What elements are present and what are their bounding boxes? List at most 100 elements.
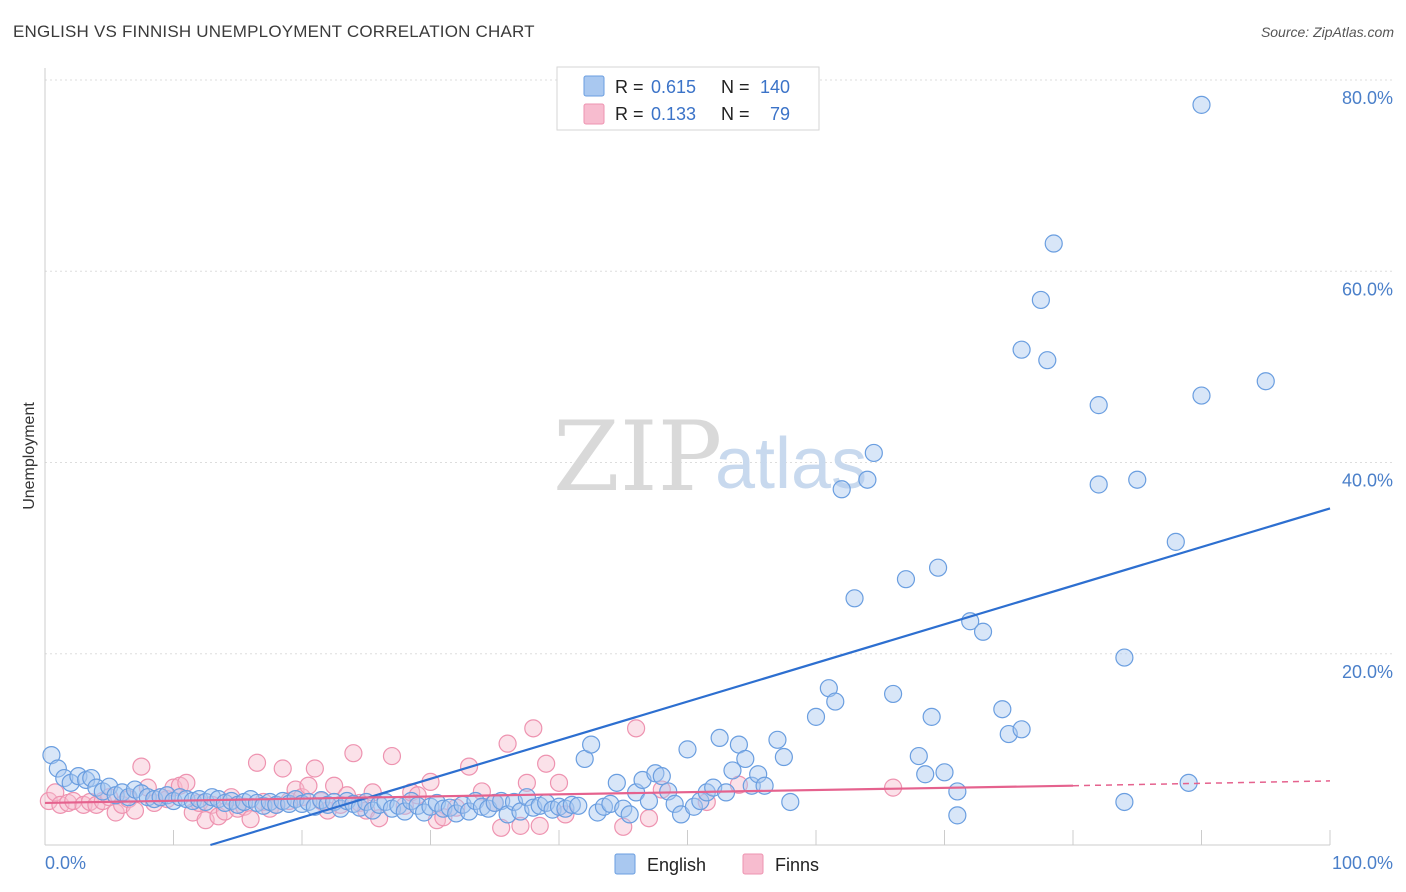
legend-n-value: 140: [760, 77, 790, 97]
english-point: [948, 806, 967, 825]
english-point: [1012, 340, 1031, 359]
finns-trend-line-dashed: [1072, 780, 1331, 787]
english-point: [1115, 648, 1134, 667]
finns-point: [382, 746, 402, 766]
english-legend-swatch: [614, 853, 636, 875]
english-point: [749, 765, 768, 784]
english-point: [1038, 351, 1057, 370]
watermark-zip: ZIP: [553, 401, 722, 513]
english-point: [723, 761, 742, 780]
finns-point: [273, 759, 292, 778]
y-tick-label: 80.0%: [1342, 88, 1393, 108]
finns-point: [132, 757, 151, 776]
y-axis-label: Unemployment: [21, 402, 38, 510]
english-point: [1115, 792, 1134, 812]
english-point: [639, 791, 659, 811]
x-tick-label: 0.0%: [45, 853, 86, 873]
watermark-atlas: atlas: [715, 424, 867, 504]
legend-n-label: N =: [721, 77, 750, 97]
english-point: [928, 558, 948, 577]
english-point: [569, 796, 588, 815]
english-point: [806, 707, 826, 726]
y-tick-labels: 20.0% 40.0% 60.0% 80.0%: [1342, 88, 1393, 682]
english-point: [858, 470, 877, 489]
finns-point: [247, 753, 267, 772]
english-point: [1089, 475, 1108, 494]
y-tick-label: 60.0%: [1342, 279, 1393, 299]
legend-series: English Finns: [614, 853, 819, 875]
legend-n-value: 79: [770, 104, 790, 124]
english-point: [1192, 95, 1211, 114]
english-point: [864, 443, 883, 463]
english-point: [607, 773, 626, 792]
english-swatch: [583, 75, 605, 97]
english-point: [1044, 234, 1063, 253]
english-point: [768, 730, 787, 749]
english-point: [1128, 470, 1147, 489]
english-point: [562, 795, 581, 814]
english-point: [922, 707, 941, 726]
finns-point: [549, 773, 569, 792]
english-point: [582, 735, 601, 754]
finns-point: [241, 810, 260, 829]
english-point: [177, 789, 196, 809]
english-point: [710, 728, 729, 748]
source-label: Source: ZipAtlas.com: [1260, 24, 1394, 40]
english-point: [883, 684, 903, 704]
finns-point: [530, 816, 549, 835]
english-point: [1166, 532, 1185, 551]
english-point: [736, 749, 755, 769]
finns-point: [652, 780, 671, 799]
english-point: [935, 763, 954, 782]
english-point: [973, 622, 993, 641]
finns-point: [299, 776, 318, 795]
finns-point: [524, 719, 543, 738]
x-tick-labels: 0.0% 100.0%: [45, 853, 1393, 873]
trend-lines: [44, 507, 1331, 847]
english-point: [774, 747, 793, 767]
english-legend-label: English: [647, 855, 706, 875]
english-point: [620, 805, 639, 824]
english-point: [909, 746, 928, 766]
finns-trend-line: [44, 784, 1074, 805]
finns-point: [639, 809, 659, 828]
finns-legend-swatch: [742, 853, 764, 875]
english-point: [1089, 396, 1108, 415]
finns-point: [517, 773, 536, 792]
english-point: [832, 480, 851, 499]
english-point: [652, 767, 671, 786]
finns-point: [511, 816, 530, 835]
legend-n-label: N =: [721, 104, 750, 124]
axes: [44, 68, 1331, 846]
english-point: [896, 570, 916, 589]
y-tick-label: 40.0%: [1342, 471, 1393, 491]
english-point: [916, 765, 935, 784]
finns-legend-label: Finns: [775, 855, 819, 875]
english-point: [948, 782, 967, 801]
english-point: [1192, 386, 1211, 405]
finns-swatch: [583, 103, 605, 125]
legend-r-label: R =: [615, 104, 644, 124]
finns-point: [305, 759, 324, 778]
english-point: [993, 700, 1012, 719]
english-point: [1256, 372, 1275, 391]
finns-point: [498, 734, 517, 753]
english-point: [48, 759, 67, 778]
legend-r-value: 0.133: [651, 104, 696, 124]
legend-stats: R = 0.615 N = 140 R = 0.133 N = 79: [556, 66, 820, 131]
chart-title: ENGLISH VS FINNISH UNEMPLOYMENT CORRELAT…: [13, 22, 535, 41]
finns-point: [626, 719, 646, 738]
grid-lines: [45, 79, 1395, 655]
legend-r-value: 0.615: [651, 77, 696, 97]
english-point: [845, 589, 864, 608]
english-point: [517, 788, 536, 807]
legend-r-label: R =: [615, 77, 644, 97]
english-point: [826, 692, 845, 711]
english-point: [82, 768, 101, 788]
english-point: [665, 794, 684, 813]
finns-point: [344, 744, 363, 763]
english-trend-line: [210, 507, 1331, 847]
finns-point: [325, 776, 344, 795]
english-point: [781, 792, 800, 812]
